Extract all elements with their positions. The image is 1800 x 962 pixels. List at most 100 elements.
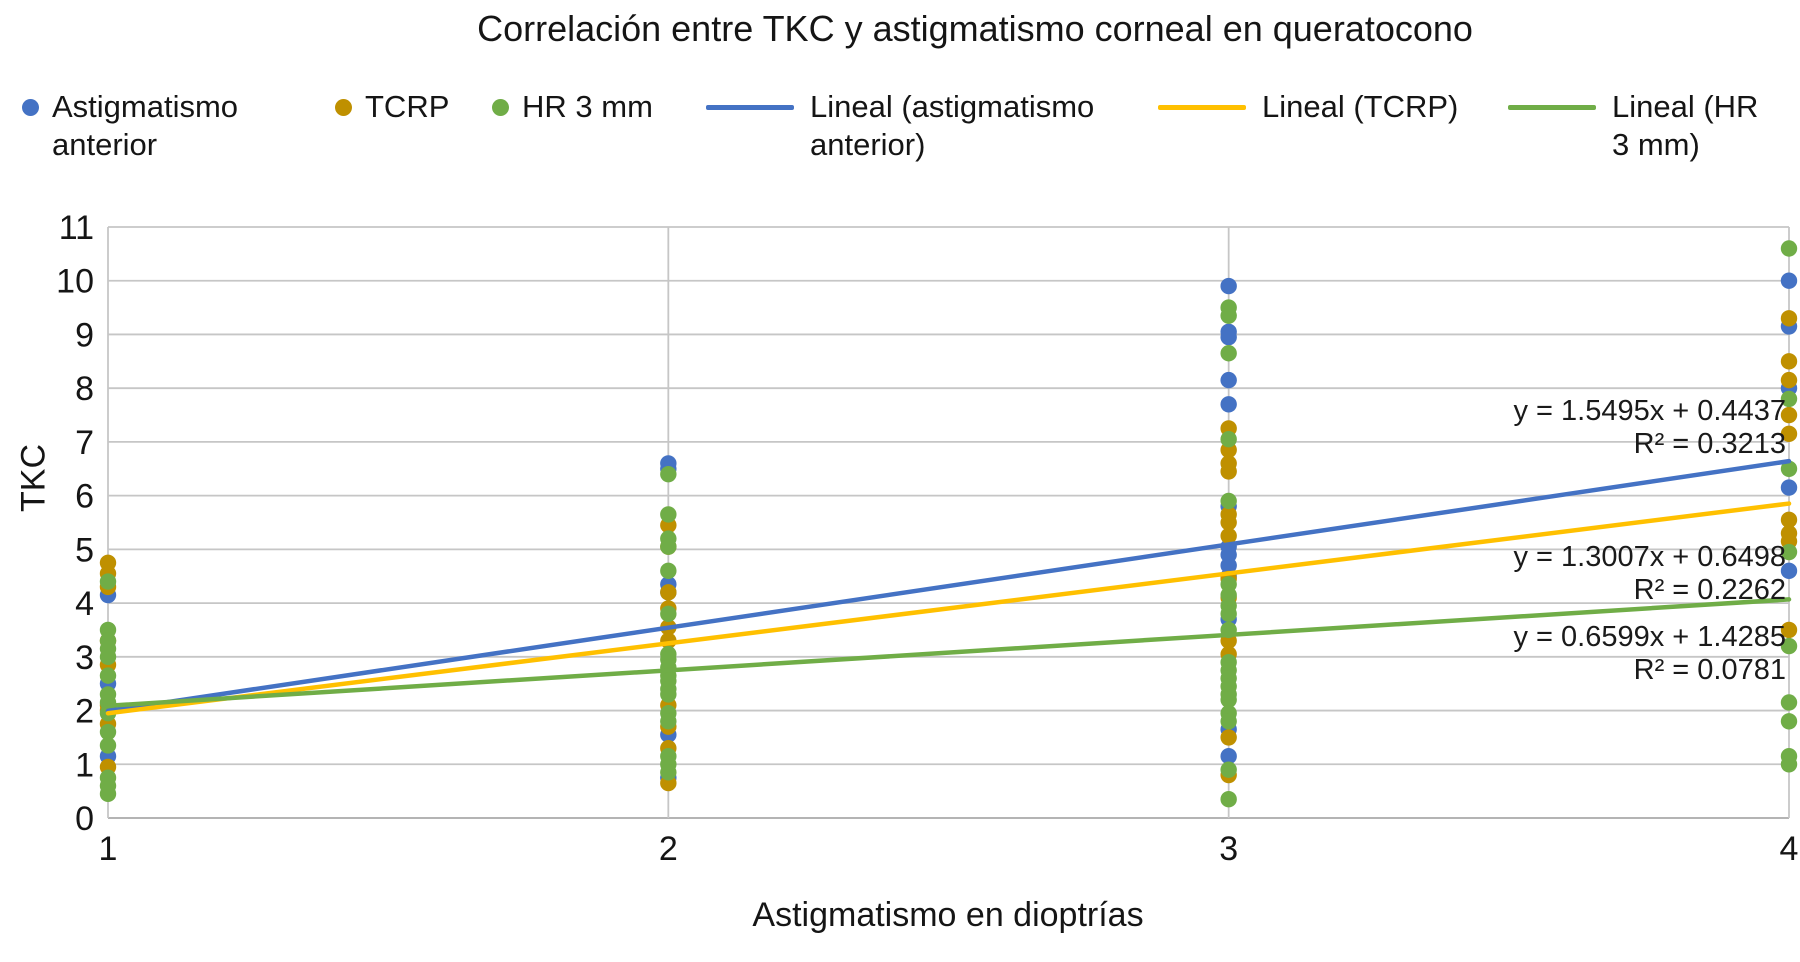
data-point	[660, 506, 677, 523]
x-tick-label: 2	[659, 830, 678, 868]
data-point	[1220, 790, 1237, 808]
y-tick-label: 2	[75, 693, 94, 731]
equation-astigmatismo-anterior: y = 1.5495x + 0.4437 R² = 0.3213	[1514, 395, 1787, 461]
y-tick-label: 11	[59, 209, 94, 247]
lineal-tcrp-line-marker	[1158, 105, 1246, 110]
data-point	[1780, 240, 1798, 257]
equation-tcrp: y = 1.3007x + 0.6498 R² = 0.2262	[1514, 541, 1787, 607]
data-point	[1780, 390, 1798, 408]
y-tick-label: 7	[75, 424, 94, 462]
data-point	[99, 667, 117, 684]
data-point	[99, 648, 117, 666]
legend-label: TCRP	[365, 89, 450, 124]
legend-label: Lineal (astigmatismo anterior)	[810, 89, 1095, 162]
data-point	[1220, 691, 1237, 708]
r-squared-text: R² = 0.0781	[1633, 654, 1786, 686]
data-point	[1780, 310, 1798, 327]
y-tick-label: 1	[75, 746, 94, 784]
data-point	[1220, 345, 1237, 362]
equation-hr-3-mm: y = 0.6599x + 1.4285 R² = 0.0781	[1514, 621, 1787, 687]
equation-text: y = 0.6599x + 1.4285	[1513, 621, 1787, 653]
equation-text: y = 1.3007x + 0.6498	[1513, 541, 1787, 573]
hr-3-mm-dot-marker	[492, 99, 509, 116]
legend-item-lineal-hr-3-mm: Lineal (HR 3 mm)	[1508, 88, 1772, 164]
x-axis-title: Astigmatismo en dioptrías	[752, 896, 1144, 934]
data-point	[1220, 396, 1237, 413]
data-point	[1780, 406, 1798, 424]
data-point	[660, 465, 677, 483]
astigmatismo-anterior-dot-marker	[22, 99, 39, 116]
y-tick-label: 4	[75, 585, 94, 623]
data-point	[1220, 277, 1237, 295]
legend-item-lineal-astigmatismo-anterior: Lineal (astigmatismo anterior)	[706, 88, 1120, 164]
data-point	[1220, 729, 1237, 746]
data-point	[1780, 479, 1798, 496]
lineal-astigmatismo-line-marker	[706, 105, 794, 110]
legend-item-lineal-tcrp: Lineal (TCRP)	[1158, 88, 1458, 126]
data-point	[660, 605, 677, 623]
data-point	[1780, 637, 1798, 655]
y-tick-label: 8	[75, 370, 94, 408]
data-point	[1780, 713, 1798, 730]
data-point	[660, 584, 677, 601]
x-tick-label: 4	[1780, 830, 1799, 868]
data-point	[660, 538, 677, 555]
data-point	[99, 573, 117, 590]
trendline	[105, 501, 1792, 716]
y-tick-label: 6	[75, 478, 94, 516]
legend-label: Lineal (HR 3 mm)	[1612, 89, 1759, 162]
data-point	[1780, 353, 1798, 370]
data-point	[1780, 511, 1798, 529]
data-point	[1780, 562, 1798, 580]
data-point	[1220, 307, 1237, 324]
data-point	[1780, 425, 1798, 443]
legend-label: Lineal (TCRP)	[1262, 89, 1459, 124]
data-point	[1220, 514, 1237, 531]
equation-text: y = 1.5495x + 0.4437	[1513, 395, 1787, 427]
chart-title: Correlación entre TKC y astigmatismo cor…	[477, 8, 1473, 49]
lineal-hr-3-mm-line-marker	[1508, 105, 1596, 110]
trendline	[105, 597, 1792, 709]
x-tick-label: 3	[1219, 830, 1238, 868]
data-point	[660, 713, 677, 730]
data-point	[1780, 272, 1798, 289]
data-point	[660, 764, 677, 781]
data-point	[1220, 605, 1237, 623]
data-point	[1220, 492, 1237, 510]
data-point	[1220, 527, 1237, 545]
trendline	[105, 458, 1792, 714]
data-point	[1780, 371, 1798, 389]
data-point	[660, 562, 677, 580]
x-tick-label: 1	[99, 830, 118, 868]
data-point	[1220, 431, 1237, 448]
data-point	[1780, 543, 1798, 561]
r-squared-text: R² = 0.3213	[1633, 428, 1786, 460]
legend-label: Astigmatismo anterior	[52, 89, 239, 162]
data-point	[1220, 371, 1237, 389]
y-tick-label: 0	[75, 800, 94, 838]
y-axis-title: TKC	[14, 444, 53, 512]
legend-label: HR 3 mm	[522, 89, 653, 124]
y-tick-label: 3	[75, 639, 94, 677]
data-point	[1220, 748, 1237, 765]
data-point	[99, 737, 117, 754]
y-tick-label: 9	[75, 316, 94, 354]
data-point	[1220, 328, 1237, 346]
legend-item-hr-3-mm: HR 3 mm	[492, 88, 653, 126]
data-point	[1220, 761, 1237, 778]
r-squared-text: R² = 0.2262	[1633, 574, 1786, 606]
y-tick-label: 5	[75, 531, 94, 569]
tcrp-dot-marker	[335, 99, 352, 116]
data-point	[99, 723, 117, 741]
data-point	[1780, 460, 1798, 477]
legend-item-astigmatismo-anterior: Astigmatismo anterior	[22, 88, 277, 164]
data-point	[1780, 694, 1798, 711]
data-point	[1220, 713, 1237, 730]
data-point	[660, 686, 677, 703]
data-point	[1780, 621, 1798, 639]
y-tick-label: 10	[56, 263, 94, 301]
legend-item-tcrp: TCRP	[335, 88, 449, 126]
data-point	[99, 785, 117, 803]
